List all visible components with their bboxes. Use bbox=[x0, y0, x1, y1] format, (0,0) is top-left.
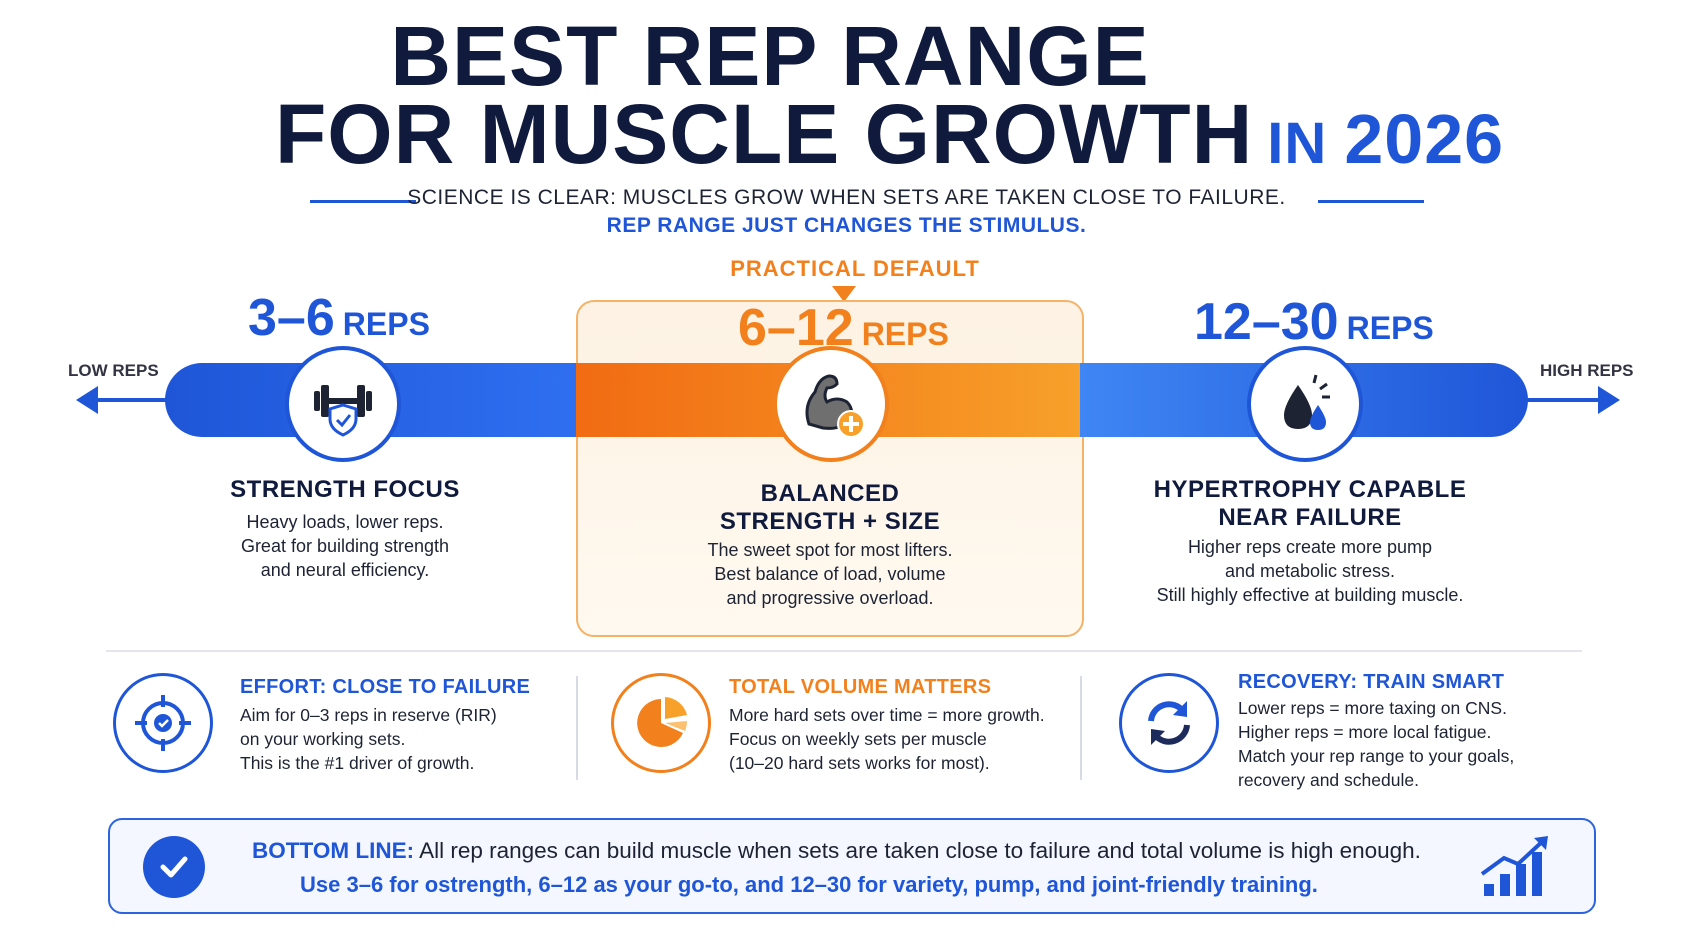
high-reps-label: HIGH REPS bbox=[1540, 361, 1634, 380]
title-in: IN 2026 bbox=[1267, 100, 1505, 178]
check-circle-icon bbox=[143, 836, 205, 898]
pie-chart-icon bbox=[637, 697, 688, 747]
high-arrow-icon bbox=[1598, 386, 1620, 414]
range-mid-icon-circle bbox=[773, 346, 889, 462]
title-line-2: FOR MUSCLE GROWTH IN 2026 bbox=[275, 86, 1504, 192]
target-icon bbox=[135, 695, 191, 751]
subtitle-rule-left bbox=[310, 200, 416, 203]
practical-default-pointer bbox=[832, 286, 856, 302]
range-high-icon-circle bbox=[1247, 346, 1363, 462]
factor-divider-1 bbox=[576, 676, 578, 780]
factor-recovery-title: RECOVERY: TRAIN SMART bbox=[1238, 671, 1505, 693]
practical-default-label: PRACTICAL DEFAULT bbox=[730, 256, 980, 281]
range-high-reps: 12–30 REPS bbox=[1194, 293, 1434, 351]
sweat-drop-icon bbox=[1284, 374, 1330, 430]
bottom-line-text: BOTTOM LINE: All rep ranges can build mu… bbox=[252, 838, 1421, 863]
range-low-heading: STRENGTH FOCUS bbox=[230, 476, 460, 503]
subtitle-rule-right bbox=[1318, 200, 1424, 203]
high-arrow-shaft bbox=[1525, 398, 1605, 402]
factor-effort-title: EFFORT: CLOSE TO FAILURE bbox=[240, 676, 531, 698]
factor-divider-2 bbox=[1080, 676, 1082, 780]
title-line-1: BEST REP RANGE bbox=[390, 9, 1150, 103]
factor-volume-icon-circle bbox=[611, 673, 711, 773]
section-divider bbox=[106, 650, 1582, 652]
range-low-reps: 3–6 REPS bbox=[248, 289, 430, 347]
factor-effort-desc: Aim for 0–3 reps in reserve (RIR) on your… bbox=[240, 705, 497, 773]
range-low-icon-circle bbox=[285, 346, 401, 462]
range-low-desc: Heavy loads, lower reps. Great for buildi… bbox=[240, 512, 450, 580]
title-year: 2026 bbox=[1344, 100, 1505, 178]
low-reps-label: LOW REPS bbox=[68, 361, 159, 380]
flexed-arm-icon bbox=[805, 374, 865, 438]
factor-volume: TOTAL VOLUME MATTERS More hard sets over… bbox=[729, 676, 1045, 775]
range-mid-heading: BALANCED STRENGTH + SIZE bbox=[719, 480, 941, 535]
title-main: FOR MUSCLE GROWTH bbox=[275, 87, 1254, 181]
subtitle-line-1: SCIENCE IS CLEAR: MUSCLES GROW WHEN SETS… bbox=[407, 186, 1286, 209]
refresh-cycle-icon bbox=[1148, 701, 1190, 745]
factor-recovery: RECOVERY: TRAIN SMART Lower reps = more … bbox=[1238, 671, 1514, 792]
growth-chart-icon bbox=[1480, 834, 1554, 903]
factor-effort-icon-circle bbox=[113, 673, 213, 773]
bottom-line-box bbox=[108, 818, 1596, 914]
range-mid-desc: The sweet spot for most lifters. Best bal… bbox=[707, 540, 953, 608]
factor-effort: EFFORT: CLOSE TO FAILURE Aim for 0–3 rep… bbox=[240, 676, 530, 775]
factor-volume-desc: More hard sets over time = more growth. F… bbox=[729, 705, 1045, 773]
range-high-desc: Higher reps create more pump and metaboli… bbox=[1156, 537, 1464, 605]
range-high-heading: HYPERTROPHY CAPABLE NEAR FAILURE bbox=[1153, 476, 1467, 531]
low-arrow-icon bbox=[76, 386, 98, 414]
factor-volume-title: TOTAL VOLUME MATTERS bbox=[729, 676, 992, 698]
subtitle-line-2: REP RANGE JUST CHANGES THE STIMULUS. bbox=[606, 214, 1087, 237]
bottom-line-label: BOTTOM LINE: bbox=[252, 838, 415, 863]
low-arrow-shaft bbox=[80, 398, 170, 402]
factor-recovery-desc: Lower reps = more taxing on CNS. Higher r… bbox=[1238, 698, 1515, 790]
dumbbell-shield-icon bbox=[314, 385, 372, 437]
bottom-line-advice: Use 3–6 for ostrength, 6–12 as your go-t… bbox=[300, 872, 1318, 897]
factor-recovery-icon-circle bbox=[1119, 673, 1219, 773]
